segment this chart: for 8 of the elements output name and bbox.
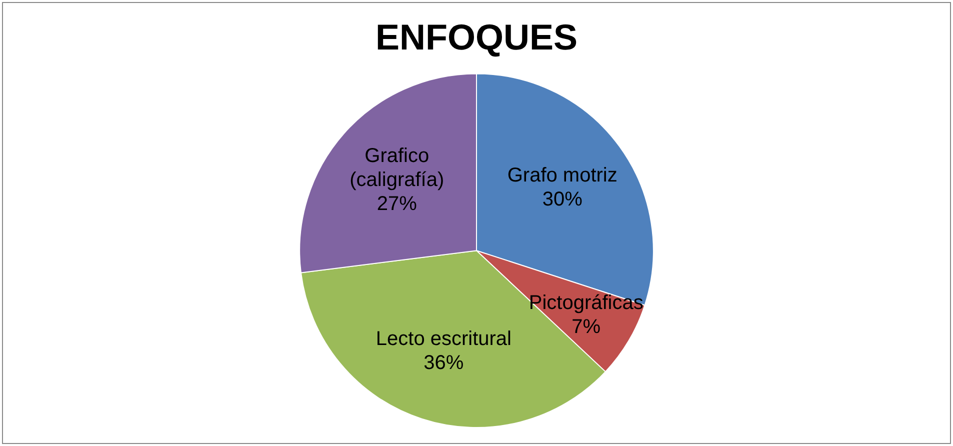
slice-label: Grafo motriz <box>507 164 618 187</box>
slice-label: Grafico (caligrafía) <box>350 144 444 191</box>
data-label: 7% <box>572 316 601 338</box>
slice-label: Lecto escritural <box>376 328 512 350</box>
data-label: 30% <box>542 188 583 211</box>
chart-title: ENFOQUES <box>375 16 578 58</box>
data-label: 36% <box>424 352 464 374</box>
data-label: 27% <box>376 192 418 215</box>
